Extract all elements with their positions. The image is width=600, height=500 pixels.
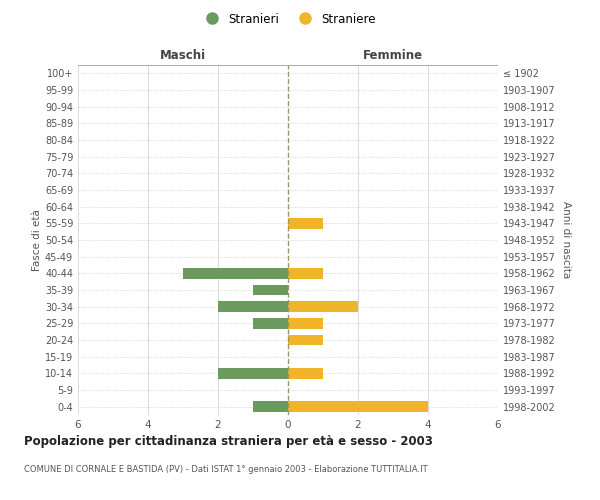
Text: Femmine: Femmine bbox=[363, 48, 423, 62]
Text: COMUNE DI CORNALE E BASTIDA (PV) - Dati ISTAT 1° gennaio 2003 - Elaborazione TUT: COMUNE DI CORNALE E BASTIDA (PV) - Dati … bbox=[24, 465, 428, 474]
Bar bbox=[218, 301, 288, 312]
Bar bbox=[253, 401, 288, 412]
Bar bbox=[288, 268, 323, 279]
Bar bbox=[183, 268, 288, 279]
Bar bbox=[253, 284, 288, 296]
Bar bbox=[288, 301, 358, 312]
Legend: Stranieri, Straniere: Stranieri, Straniere bbox=[195, 8, 381, 30]
Y-axis label: Anni di nascita: Anni di nascita bbox=[561, 202, 571, 278]
Bar bbox=[288, 401, 428, 412]
Bar bbox=[288, 318, 323, 329]
Bar bbox=[288, 218, 323, 229]
Text: Popolazione per cittadinanza straniera per età e sesso - 2003: Popolazione per cittadinanza straniera p… bbox=[24, 435, 433, 448]
Bar bbox=[288, 334, 323, 345]
Y-axis label: Fasce di età: Fasce di età bbox=[32, 209, 42, 271]
Bar bbox=[288, 368, 323, 379]
Bar bbox=[218, 368, 288, 379]
Bar bbox=[253, 318, 288, 329]
Text: Maschi: Maschi bbox=[160, 48, 206, 62]
